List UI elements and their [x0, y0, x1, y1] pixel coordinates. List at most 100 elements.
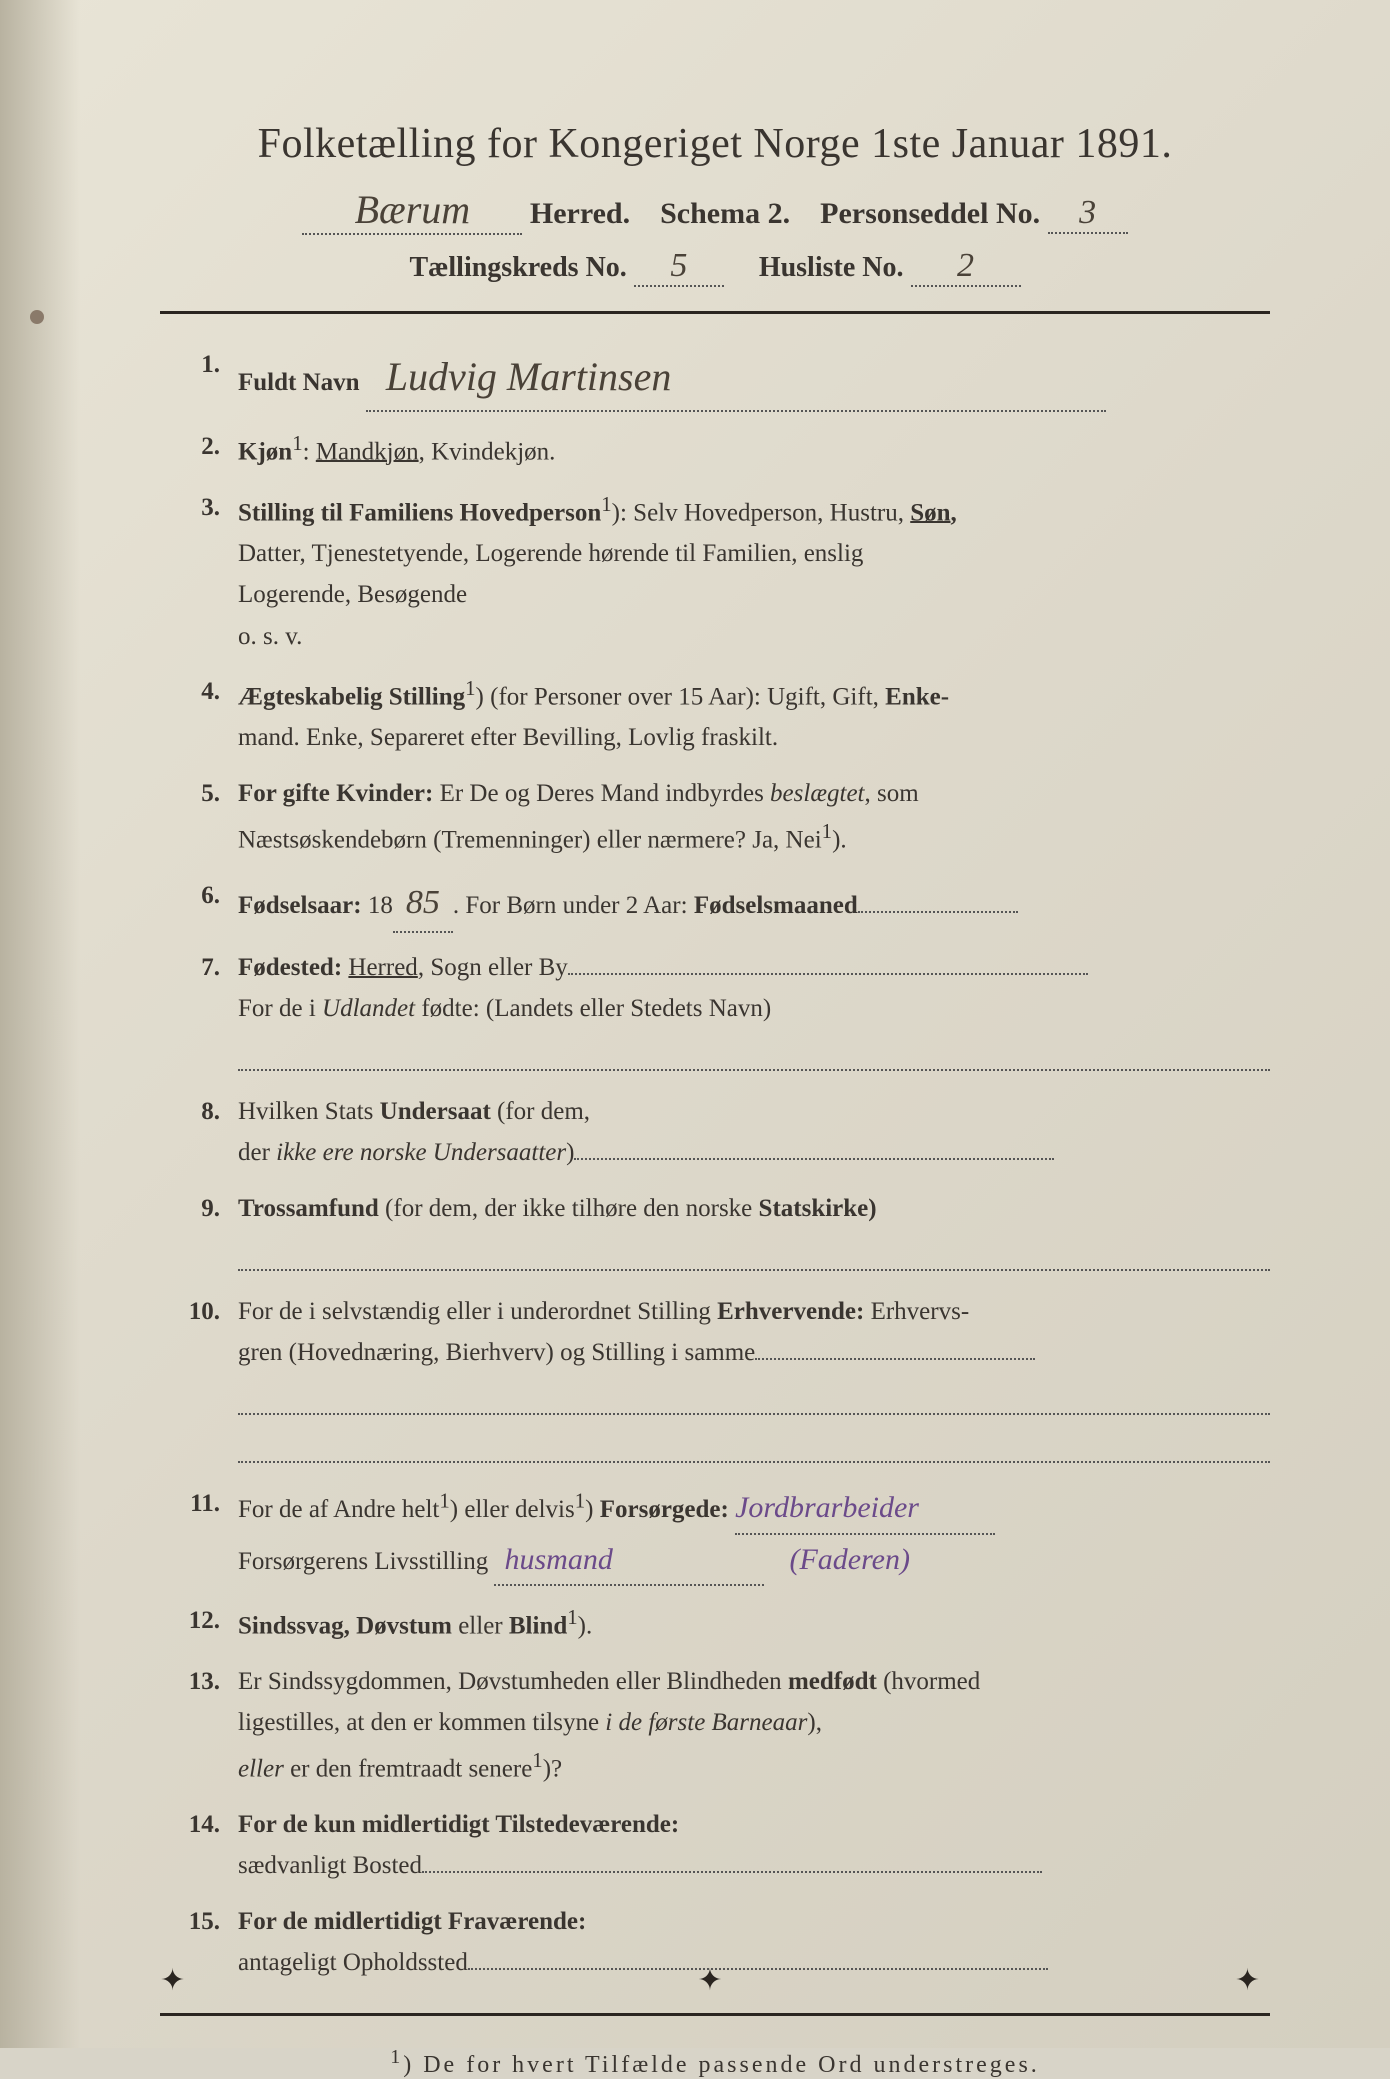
citizenship-blank: [574, 1158, 1054, 1160]
selected-option: Mandkjøn: [316, 438, 419, 465]
dotted-blank-line: [238, 1421, 1270, 1463]
item-11: 11. For de af Andre helt1) eller delvis1…: [160, 1483, 1270, 1586]
item-number: 5.: [160, 773, 238, 861]
birth-month-blank: [858, 911, 1018, 913]
text: , Sogn eller By: [418, 954, 568, 981]
text: Er Sindssygdommen, Døvstumheden eller Bl…: [238, 1668, 788, 1695]
text: (for dem, der ikke tilhøre den norske: [379, 1195, 759, 1222]
footnote-text: ) De for hvert Tilfælde passende Ord und…: [403, 2052, 1040, 2078]
item-number: 13.: [160, 1661, 238, 1790]
dotted-blank-line: [238, 1229, 1270, 1271]
top-rule: [160, 311, 1270, 314]
item-number: 6.: [160, 875, 238, 933]
kreds-no: 5: [634, 247, 724, 287]
text-italic: eller: [238, 1756, 284, 1783]
text-bold: Erhvervende:: [717, 1298, 864, 1325]
footnote-ref: 1: [567, 1605, 577, 1629]
text-italic: beslægtet: [770, 780, 864, 807]
birth-year-value: 85: [393, 875, 453, 933]
field-label: Fødselsaar:: [238, 892, 362, 919]
text: Datter, Tjenestetyende, Logerende hørend…: [238, 540, 863, 567]
punch-marks-row: ✦ ✦ ✦: [160, 1963, 1260, 1998]
item-1: 1. Fuldt Navn Ludvig Martinsen: [160, 344, 1270, 412]
text: Hvilken Stats: [238, 1098, 380, 1125]
text-bold: Enke-: [885, 683, 949, 710]
text: . For Børn under 2 Aar:: [453, 892, 694, 919]
text: sædvanligt Bosted: [238, 1852, 422, 1879]
header-line-1: Bærum Herred. Schema 2. Personseddel No.…: [160, 186, 1270, 235]
text: ) (for Personer over 15 Aar): Ugift, Gif…: [476, 683, 886, 710]
item-number: 9.: [160, 1188, 238, 1277]
item-2: 2. Kjøn1: Mandkjøn, Kvindekjøn.: [160, 426, 1270, 473]
footnote-ref: 1: [465, 676, 475, 700]
field-label: For gifte Kvinder:: [238, 780, 433, 807]
text: Er De og Deres Mand indbyrdes: [433, 780, 770, 807]
item-number: 4.: [160, 671, 238, 759]
item-13: 13. Er Sindssygdommen, Døvstumheden elle…: [160, 1661, 1270, 1790]
item-number: 1.: [160, 344, 238, 412]
text: ).: [832, 826, 847, 853]
item-number: 12.: [160, 1600, 238, 1647]
item-7: 7. Fødested: Herred, Sogn eller By For d…: [160, 947, 1270, 1078]
field-label: Trossamfund: [238, 1195, 379, 1222]
birthplace-blank: [568, 973, 1088, 975]
herred-label: Herred.: [530, 197, 630, 230]
footnote-ref: 1: [575, 1489, 585, 1513]
provider-value-3: (Faderen): [789, 1543, 910, 1576]
text: , Kvindekjøn.: [419, 438, 556, 465]
text: Forsørgerens Livsstilling: [238, 1548, 488, 1575]
occupation-blank: [755, 1358, 1035, 1360]
text: Næstsøskendebørn (Tremenninger) eller næ…: [238, 826, 822, 853]
text: For de i selvstændig eller i underordnet…: [238, 1298, 717, 1325]
item-12: 12. Sindssvag, Døvstum eller Blind1).: [160, 1600, 1270, 1647]
field-label: Kjøn: [238, 438, 292, 465]
text: ): Selv Hovedperson, Hustru,: [612, 499, 911, 526]
item-5: 5. For gifte Kvinder: Er De og Deres Man…: [160, 773, 1270, 861]
footnote-marker: 1: [390, 2046, 403, 2068]
text-bold: Undersaat: [380, 1098, 491, 1125]
text: fødte: (Landets eller Stedets Navn): [415, 995, 771, 1022]
item-10: 10. For de i selvstændig eller i underor…: [160, 1291, 1270, 1470]
item-number: 3.: [160, 487, 238, 657]
footnote-ref: 1: [292, 431, 302, 455]
punch-mark-icon: ✦: [160, 1963, 185, 1998]
field-label: For de midlertidigt Fraværende:: [238, 1908, 586, 1935]
text: ): [585, 1496, 600, 1523]
text-italic: Udlandet: [322, 995, 415, 1022]
item-4: 4. Ægteskabelig Stilling1) (for Personer…: [160, 671, 1270, 759]
footnote-ref: 1: [532, 1748, 542, 1772]
text-bold: Blind: [509, 1613, 567, 1640]
person-label: Personseddel No.: [820, 197, 1040, 230]
text: mand. Enke, Separeret efter Bevilling, L…: [238, 724, 778, 751]
text: der: [238, 1139, 276, 1166]
punch-mark-icon: ✦: [697, 1963, 722, 1998]
text: er den fremtraadt senere: [284, 1756, 532, 1783]
field-label: Sindssvag, Døvstum: [238, 1613, 452, 1640]
document-title: Folketælling for Kongeriget Norge 1ste J…: [160, 120, 1270, 168]
herred-value: Bærum: [302, 186, 522, 235]
item-number: 14.: [160, 1804, 238, 1887]
text: )?: [543, 1756, 562, 1783]
item-number: 10.: [160, 1291, 238, 1470]
text-italic: ikke ere norske Undersaatter: [276, 1139, 566, 1166]
text: ).: [578, 1613, 593, 1640]
text: For de af Andre helt: [238, 1496, 439, 1523]
text: Erhvervs-: [864, 1298, 969, 1325]
field-label: Fuldt Navn: [238, 369, 360, 396]
text: ): [566, 1139, 574, 1166]
footnote-ref: 1: [822, 819, 832, 843]
husliste-label: Husliste No.: [759, 252, 904, 283]
text: ),: [807, 1709, 822, 1736]
item-number: 2.: [160, 426, 238, 473]
full-name-value: Ludvig Martinsen: [366, 344, 1106, 412]
text: gren (Hovednæring, Bierhverv) og Stillin…: [238, 1339, 755, 1366]
field-label: For de kun midlertidigt Tilstedeværende:: [238, 1811, 679, 1838]
census-form-page: Folketælling for Kongeriget Norge 1ste J…: [0, 0, 1390, 2048]
person-no: 3: [1048, 194, 1128, 234]
usual-residence-blank: [422, 1871, 1042, 1873]
text: (hvormed: [877, 1668, 980, 1695]
header-line-2: Tællingskreds No. 5 Husliste No. 2: [160, 247, 1270, 287]
provider-value-2: husmand: [494, 1535, 764, 1587]
husliste-no: 2: [911, 247, 1021, 287]
item-8: 8. Hvilken Stats Undersaat (for dem, der…: [160, 1091, 1270, 1174]
